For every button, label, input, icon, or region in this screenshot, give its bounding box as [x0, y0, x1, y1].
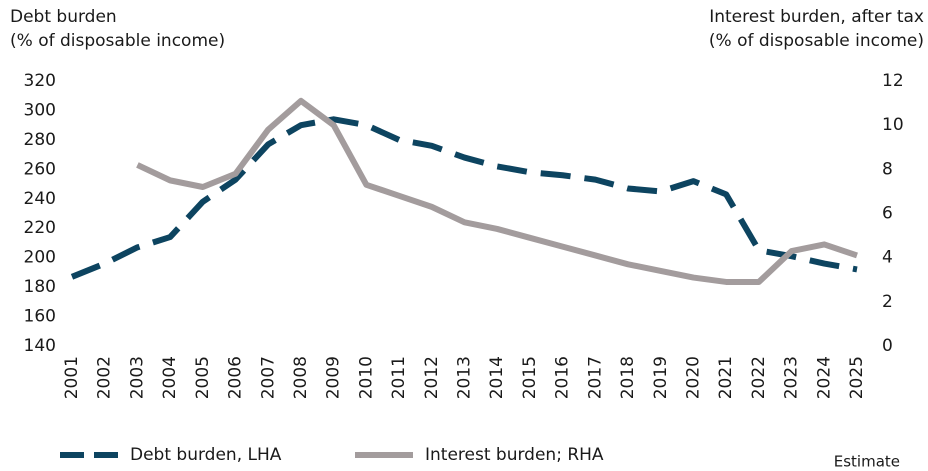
legend-label: Debt burden, LHA: [130, 445, 282, 465]
annotation: Estimate: [834, 453, 900, 471]
x-tick-label: 2022: [749, 356, 769, 399]
x-tick-label: 2016: [553, 356, 573, 399]
y2-tick-label: 2: [882, 292, 893, 312]
x-tick-label: 2021: [716, 356, 736, 399]
x-tick-label: 2017: [585, 356, 605, 399]
x-tick-label: 2007: [258, 356, 278, 399]
y-tick-label: 300: [24, 100, 56, 120]
x-tick-label: 2005: [193, 356, 213, 399]
y2-tick-label: 0: [882, 336, 893, 356]
x-tick-label: 2003: [127, 356, 147, 399]
x-tick-label: 2018: [618, 356, 638, 399]
x-tick-label: 2024: [814, 356, 834, 399]
line-series: [70, 116, 858, 280]
x-tick-label: 2020: [683, 356, 703, 399]
y2-tick-label: 10: [882, 115, 904, 135]
x-tick-label: 2002: [95, 356, 115, 399]
x-tick-label: 2011: [389, 356, 409, 399]
x-tick-label: 2014: [487, 356, 507, 399]
x-tick-label: 2012: [422, 356, 442, 399]
y2-tick-label: 12: [882, 71, 904, 91]
y-tick-label: 180: [24, 277, 56, 297]
x-tick-label: 2008: [291, 356, 311, 399]
x-tick-label: 2019: [651, 356, 671, 399]
y-tick-label: 260: [24, 159, 56, 179]
x-tick-label: 2006: [226, 356, 246, 399]
line-series: [136, 97, 858, 285]
y-tick-label: 320: [24, 71, 56, 91]
y-axis-label: (% of disposable income): [10, 31, 225, 51]
y-tick-label: 160: [24, 307, 56, 327]
y2-axis-label: (% of disposable income): [709, 31, 924, 51]
y-tick-label: 140: [24, 336, 56, 356]
y-tick-label: 200: [24, 248, 56, 268]
x-tick-label: 2010: [356, 356, 376, 399]
x-tick-label: 2025: [847, 356, 867, 399]
x-tick-label: 2015: [520, 356, 540, 399]
y-tick-label: 280: [24, 130, 56, 150]
legend-label: Interest burden; RHA: [425, 445, 604, 465]
y2-axis-label: Interest burden, after tax: [709, 7, 924, 27]
y-axis-label: Debt burden: [10, 7, 117, 27]
x-tick-label: 2009: [324, 356, 344, 399]
y2-tick-label: 4: [882, 248, 893, 268]
x-tick-label: 2013: [455, 356, 475, 399]
y-tick-label: 240: [24, 189, 56, 209]
y2-tick-label: 8: [882, 159, 893, 179]
x-tick-label: 2004: [160, 356, 180, 399]
y2-tick-label: 6: [882, 204, 893, 224]
x-tick-label: 2023: [782, 356, 802, 399]
x-tick-label: 2001: [62, 356, 82, 399]
y-tick-label: 220: [24, 218, 56, 238]
